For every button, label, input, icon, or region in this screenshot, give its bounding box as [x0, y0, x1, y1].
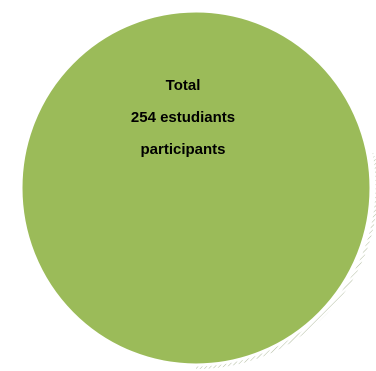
circle-label: Total 254 estudiants participants	[88, 70, 278, 166]
label-total: Total	[165, 77, 201, 94]
label-participants: participants	[140, 141, 226, 158]
label-count: 254 estudiants	[130, 109, 236, 126]
green-circle	[19, 9, 373, 367]
